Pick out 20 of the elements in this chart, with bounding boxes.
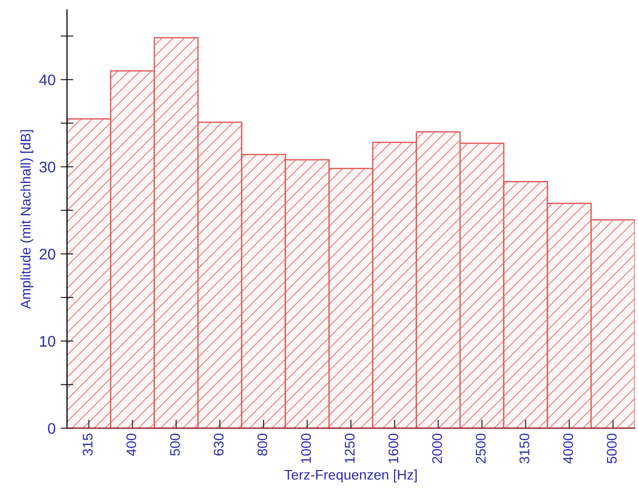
x-tick-label: 3150 <box>520 434 530 464</box>
x-tick-label: 2000 <box>432 434 442 464</box>
x-tick-label: 5000 <box>606 434 617 464</box>
x-tick-label: 400 <box>126 434 136 456</box>
y-tick-label: 10 <box>40 336 56 347</box>
x-tick-label: 800 <box>257 434 268 456</box>
x-tick-label: 1000 <box>301 434 311 463</box>
y-tick-label: 30 <box>39 162 56 172</box>
x-axis-title: Terz-Frequenzen [Hz] <box>284 469 417 482</box>
x-tick-label: 500 <box>170 434 180 456</box>
y-tick-label: 40 <box>39 74 56 86</box>
x-tick-label: 1600 <box>388 434 398 463</box>
x-tick-label: 2500 <box>476 434 486 464</box>
x-tick-label: 1250 <box>344 434 355 463</box>
y-tick-label: 20 <box>40 248 56 260</box>
y-tick-label: 0 <box>48 423 56 434</box>
y-axis-title: Amplitude (mit Nachhall) [dB] <box>20 130 34 309</box>
x-tick-label: 4000 <box>563 434 574 464</box>
x-tick-label: 315 <box>82 434 93 456</box>
x-tick-label: 630 <box>214 434 224 456</box>
